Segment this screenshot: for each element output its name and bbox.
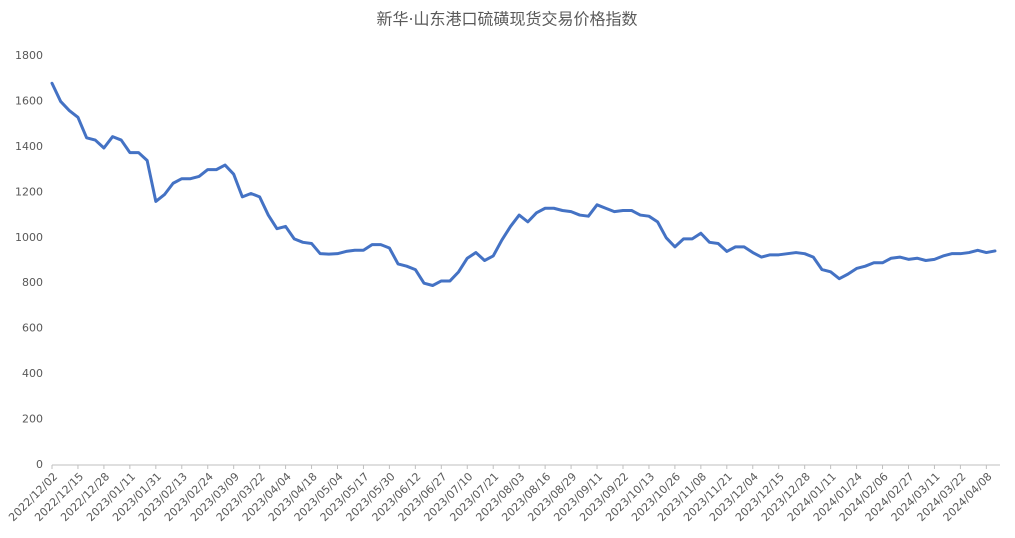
y-tick-label: 1600 [15, 94, 43, 107]
y-tick-label: 200 [22, 413, 43, 426]
y-tick-label: 1000 [15, 231, 43, 244]
y-tick-label: 600 [22, 322, 43, 335]
y-tick-label: 400 [22, 367, 43, 380]
y-tick-label: 1200 [15, 185, 43, 198]
y-tick-label: 1400 [15, 140, 43, 153]
y-tick-label: 1800 [15, 49, 43, 62]
series-line [50, 81, 997, 287]
y-tick-label: 800 [22, 276, 43, 289]
chart-title: 新华·山东港口硫磺现货交易价格指数 [376, 10, 637, 29]
y-tick-label: 0 [36, 458, 43, 471]
